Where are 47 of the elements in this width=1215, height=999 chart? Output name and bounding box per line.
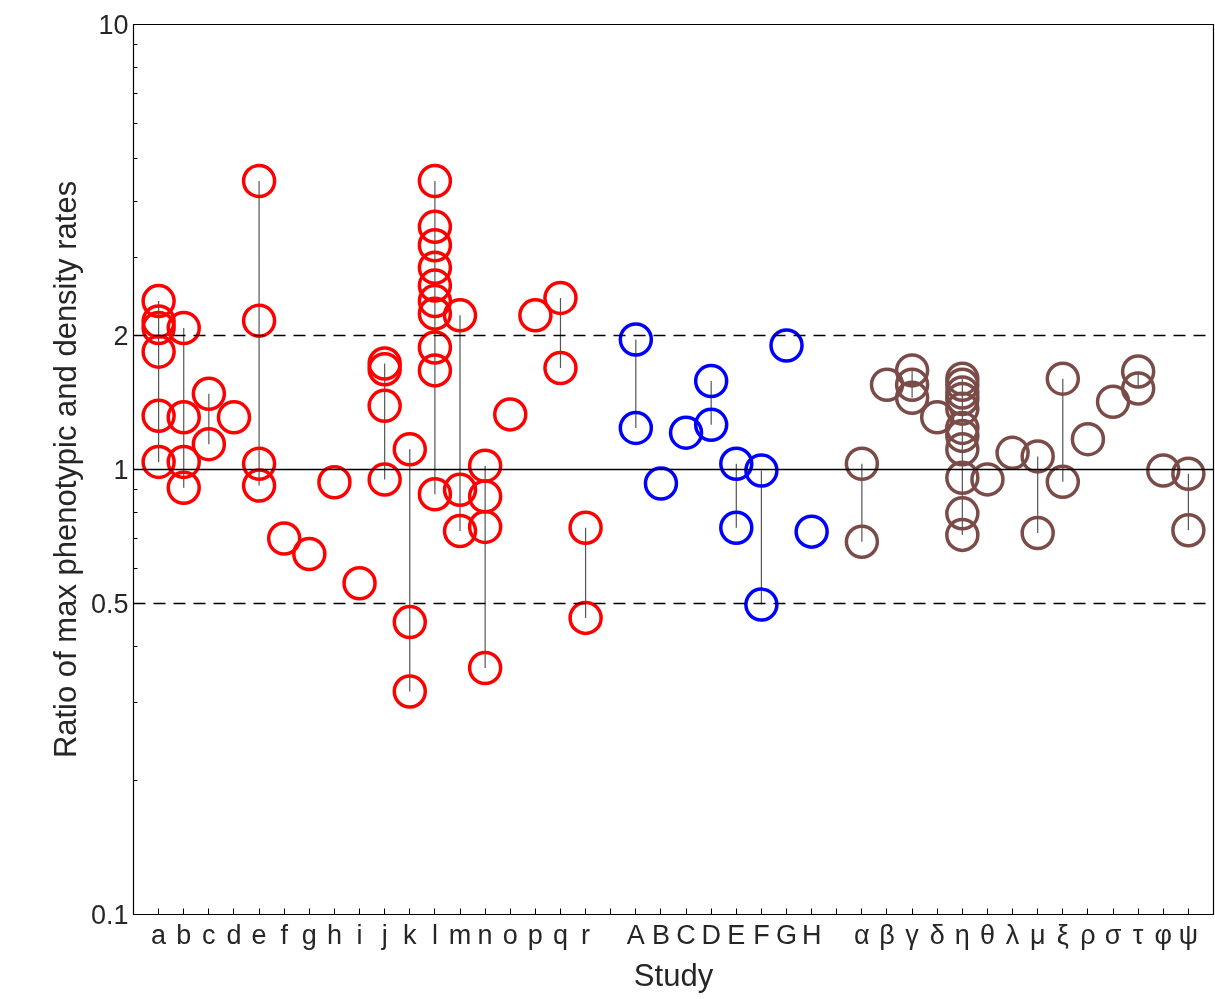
x-tick-label: F bbox=[753, 919, 770, 950]
x-tick-label: b bbox=[176, 919, 192, 950]
x-tick-label: n bbox=[477, 919, 493, 950]
x-tick-label: ξ bbox=[1056, 919, 1069, 950]
x-tick-label: η bbox=[954, 919, 970, 950]
x-tick-label: g bbox=[301, 919, 317, 950]
y-tick-label: 2 bbox=[113, 321, 129, 352]
x-tick-label: E bbox=[727, 919, 746, 950]
y-tick-label: 0.1 bbox=[90, 900, 129, 930]
x-tick-label: τ bbox=[1132, 919, 1144, 950]
x-tick-label: ψ bbox=[1178, 919, 1199, 950]
x-tick-label: δ bbox=[929, 919, 945, 950]
x-tick-label: λ bbox=[1005, 919, 1020, 950]
x-tick-label: j bbox=[380, 919, 388, 950]
x-tick-label: ρ bbox=[1080, 919, 1096, 950]
x-tick-label: i bbox=[356, 919, 363, 950]
x-tick-label: h bbox=[326, 919, 342, 950]
x-tick-label: C bbox=[676, 919, 696, 950]
y-tick-label: 1 bbox=[113, 455, 129, 485]
x-tick-label: φ bbox=[1154, 919, 1173, 950]
x-tick-label: m bbox=[448, 919, 472, 950]
x-tick-label: A bbox=[626, 919, 645, 950]
x-tick-label: a bbox=[151, 919, 168, 950]
x-tick-label: γ bbox=[905, 919, 920, 950]
y-tick-label: 10 bbox=[98, 10, 129, 40]
y-axis-title: Ratio of max phenotypic and density rates bbox=[47, 180, 83, 759]
x-tick-label: H bbox=[801, 919, 822, 950]
x-tick-label: l bbox=[431, 919, 438, 950]
x-tick-label: r bbox=[581, 919, 591, 950]
x-tick-label: f bbox=[280, 919, 289, 950]
x-tick-label: d bbox=[226, 919, 242, 950]
x-tick-label: σ bbox=[1104, 919, 1122, 950]
x-tick-label: D bbox=[701, 919, 721, 950]
x-tick-label: e bbox=[251, 919, 267, 950]
x-tick-label: θ bbox=[979, 919, 995, 950]
x-axis-title: Study bbox=[633, 957, 714, 993]
x-tick-label: k bbox=[403, 919, 418, 950]
y-tick-label: 0.5 bbox=[90, 588, 129, 619]
x-tick-label: p bbox=[527, 919, 543, 950]
x-tick-label: G bbox=[776, 919, 798, 950]
x-tick-label: μ bbox=[1029, 919, 1046, 950]
x-tick-label: α bbox=[854, 919, 870, 950]
x-tick-label: B bbox=[651, 919, 670, 950]
x-tick-label: o bbox=[502, 919, 518, 950]
x-tick-label: β bbox=[879, 919, 895, 950]
x-tick-label: q bbox=[552, 919, 568, 950]
x-tick-label: c bbox=[202, 919, 216, 950]
